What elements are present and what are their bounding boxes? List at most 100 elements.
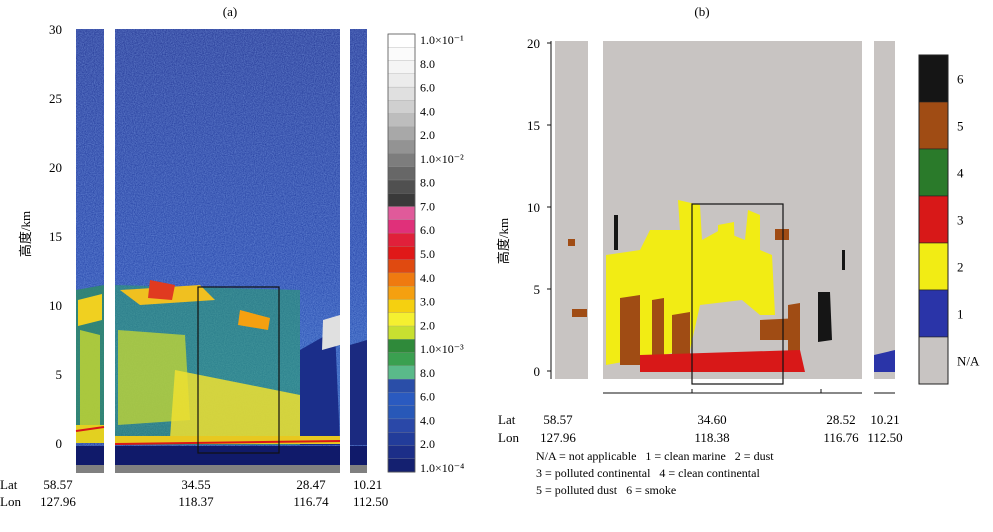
category-label: 6 bbox=[957, 72, 964, 87]
colorbar-tick-label: 3.0 bbox=[420, 295, 435, 309]
colorbar-tick-label: 6.0 bbox=[420, 81, 435, 95]
colorbar-frame bbox=[387, 33, 416, 473]
colorbar-swatch bbox=[387, 259, 416, 274]
colorbar-tick-label: 4.0 bbox=[420, 271, 435, 285]
colorbar-tick-label: 6.0 bbox=[420, 223, 435, 237]
colorbar-swatch bbox=[387, 100, 416, 115]
colorbar-swatch bbox=[387, 458, 416, 473]
colorbar-tick-label: 4.0 bbox=[420, 413, 435, 427]
panel-a-y-tick-label: 5 bbox=[56, 367, 63, 382]
colorbar-swatch bbox=[387, 166, 416, 181]
category-swatch bbox=[918, 148, 949, 197]
panel-b-lat-tick-label: 28.52 bbox=[826, 412, 855, 427]
colorbar-tick-label: 5.0 bbox=[420, 247, 435, 261]
colorbar-tick-label: 8.0 bbox=[420, 57, 435, 71]
panel-b-legend-text: N/A = not applicable 1 = clean marine 2 … bbox=[536, 449, 774, 497]
colorbar-tick-label: 4.0 bbox=[420, 104, 435, 118]
category-label: 5 bbox=[957, 119, 964, 134]
legend-text-line: 3 = polluted continental 4 = clean conti… bbox=[536, 466, 760, 480]
colorbar-swatch bbox=[387, 113, 416, 128]
panel-b: (b) 0 5 10 15 2 bbox=[496, 4, 980, 497]
colorbar-swatch bbox=[387, 179, 416, 194]
panel-b-highlight-box bbox=[691, 203, 784, 385]
panel-b-y-axis: 0 5 10 15 20 bbox=[527, 36, 552, 379]
panel-a-lon-row-label: Lon bbox=[0, 494, 21, 509]
colorbar-swatch bbox=[387, 73, 416, 88]
colorbar-swatch bbox=[387, 126, 416, 141]
colorbar-swatch bbox=[387, 219, 416, 234]
colorbar-swatch bbox=[387, 86, 416, 101]
colorbar-swatch bbox=[387, 193, 416, 208]
panel-b-x-axis: Lat Lon 58.57 127.96 34.60 118.38 28.52 116.76 1… bbox=[498, 389, 903, 445]
panel-b-lat-tick-label: 34.60 bbox=[697, 412, 726, 427]
panel-a-y-axis: 0 5 10 15 20 25 30 bbox=[49, 22, 62, 451]
colorbar-swatch bbox=[387, 418, 416, 433]
panel-b-lon-tick-label: 116.76 bbox=[823, 430, 859, 445]
panel-b-label: (b) bbox=[694, 4, 709, 19]
colorbar-tick-label: 8.0 bbox=[420, 176, 435, 190]
colorbar-tick-label: 1.0×10⁻³ bbox=[420, 342, 464, 356]
colorbar-swatch bbox=[387, 299, 416, 314]
colorbar-swatch bbox=[387, 339, 416, 354]
panel-a-y-tick-label: 30 bbox=[49, 22, 62, 37]
category-swatch bbox=[918, 195, 949, 244]
category-label: 2 bbox=[957, 260, 964, 275]
panel-b-lat-tick-label: 58.57 bbox=[543, 412, 573, 427]
panel-b-category-legend: 6 5 4 3 2 1 N/A bbox=[918, 54, 980, 385]
colorbar-tick-label: 2.0 bbox=[420, 318, 435, 332]
category-label: 3 bbox=[957, 213, 964, 228]
panel-a-lat-row-label: Lat bbox=[0, 477, 18, 492]
panel-b-lon-tick-label: 127.96 bbox=[540, 430, 576, 445]
colorbar-swatch bbox=[387, 206, 416, 221]
panel-a-lon-tick-label: 118.37 bbox=[178, 494, 214, 509]
colorbar-tick-label: 2.0 bbox=[420, 128, 435, 142]
panel-a-lat-tick-label: 28.47 bbox=[296, 477, 326, 492]
panel-a-y-tick-label: 15 bbox=[49, 229, 62, 244]
category-legend-frame bbox=[918, 54, 949, 385]
panel-b-y-tick-label: 5 bbox=[534, 282, 541, 297]
panel-a: (a) bbox=[0, 4, 464, 509]
panel-a-curtain bbox=[75, 29, 367, 473]
panel-a-y-tick-label: 20 bbox=[49, 160, 62, 175]
panel-a-lon-tick-label: 116.74 bbox=[293, 494, 329, 509]
colorbar-swatch bbox=[387, 60, 416, 75]
colorbar-swatch bbox=[387, 286, 416, 301]
panel-a-lat-tick-label: 10.21 bbox=[353, 477, 382, 492]
colorbar-swatch bbox=[387, 352, 416, 367]
legend-text-line: 5 = polluted dust 6 = smoke bbox=[536, 483, 676, 497]
colorbar-swatch bbox=[387, 445, 416, 460]
colorbar-swatch bbox=[387, 140, 416, 155]
category-swatch bbox=[918, 242, 949, 291]
colorbar-swatch bbox=[387, 365, 416, 380]
colorbar-swatch bbox=[387, 325, 416, 340]
panel-b-y-tick-label: 15 bbox=[527, 118, 540, 133]
colorbar-tick-label: 1.0×10⁻⁴ bbox=[420, 461, 464, 475]
category-swatch bbox=[918, 336, 949, 385]
colorbar-tick-label: 8.0 bbox=[420, 366, 435, 380]
panel-b-lon-tick-label: 112.50 bbox=[867, 430, 902, 445]
panel-b-y-tick-label: 0 bbox=[534, 364, 541, 379]
colorbar-swatch bbox=[387, 153, 416, 168]
panel-b-lon-row-label: Lon bbox=[498, 430, 519, 445]
colorbar-swatch bbox=[387, 33, 416, 48]
legend-text-line: N/A = not applicable 1 = clean marine 2 … bbox=[536, 449, 774, 463]
panel-a-colorbar: 1.0×10⁻¹ 8.0 6.0 4.0 2.0 1.0×10⁻² 8.0 7.0 6.0 5.0… bbox=[387, 33, 464, 475]
colorbar-swatch bbox=[387, 47, 416, 62]
panel-b-y-tick-label: 10 bbox=[527, 200, 540, 215]
panel-b-lat-row-label: Lat bbox=[498, 412, 516, 427]
colorbar-swatch bbox=[387, 246, 416, 261]
panel-a-x-axis: Lat Lon 58.57 127.96 34.55 118.37 28.47 116.74 1… bbox=[0, 477, 388, 509]
panel-b-y-axis-label: 高度/km bbox=[496, 218, 511, 264]
colorbar-tick-label: 1.0×10⁻¹ bbox=[420, 33, 464, 47]
panel-b-y-tick-label: 20 bbox=[527, 36, 540, 51]
category-label: N/A bbox=[957, 354, 980, 369]
colorbar-tick-label: 2.0 bbox=[420, 437, 435, 451]
panel-a-lon-tick-label: 127.96 bbox=[40, 494, 76, 509]
colorbar-swatch bbox=[387, 392, 416, 407]
panel-a-highlight-box bbox=[197, 286, 280, 454]
panel-b-curtain bbox=[555, 41, 895, 379]
panel-b-lon-tick-label: 118.38 bbox=[694, 430, 729, 445]
colorbar-swatch bbox=[387, 272, 416, 287]
category-swatch bbox=[918, 289, 949, 338]
